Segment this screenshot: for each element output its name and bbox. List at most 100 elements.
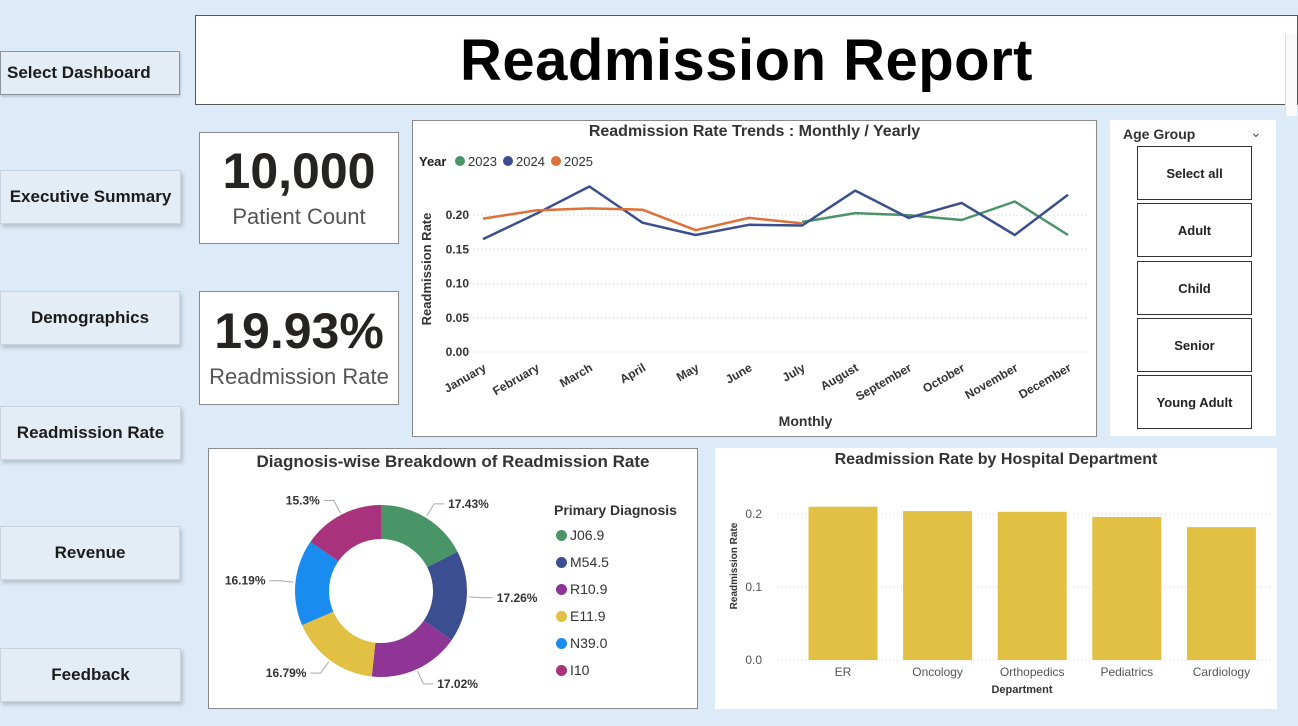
legend-item-M54.5[interactable]: M54.5	[556, 554, 609, 570]
bar-Cardiology	[1186, 527, 1256, 660]
nav-revenue-button[interactable]: Revenue	[0, 526, 180, 580]
y-tick-label: 0.20	[446, 208, 470, 222]
legend-marker	[556, 583, 567, 595]
donut-slice-M54.5	[423, 551, 467, 641]
x-tick-label: Cardiology	[1193, 665, 1250, 679]
legend-label: N39.0	[570, 635, 608, 651]
readmission-rate-card: 19.93% Readmission Rate	[199, 291, 399, 405]
nav-readmission-rate-button[interactable]: Readmission Rate	[0, 406, 181, 460]
legend-item-E11.9[interactable]: E11.9	[556, 608, 606, 624]
x-tick-label: January	[442, 360, 489, 395]
x-tick-label: October	[920, 360, 967, 395]
x-tick-label: May	[674, 360, 701, 384]
legend-marker	[556, 556, 567, 568]
patient-count-value: 10,000	[222, 143, 376, 199]
x-tick-label: November	[962, 360, 1020, 402]
legend-label: J06.9	[570, 527, 605, 543]
leader-line	[416, 670, 434, 685]
y-axis-label: Readmission Rate	[419, 213, 434, 326]
legend-marker	[556, 664, 567, 676]
donut-chart-title: Diagnosis-wise Breakdown of Readmission …	[256, 452, 650, 471]
slicer-option-child[interactable]: Child	[1137, 261, 1252, 315]
bar-Orthopedics	[997, 511, 1067, 660]
y-axis-label: Readmission Rate	[729, 522, 740, 609]
bar-chart: 0.0 0.1 0.2 Readmission Rate ER Oncology Ortho…	[729, 506, 1270, 696]
patient-count-card: 10,000 Patient Count	[199, 132, 399, 244]
legend-item-R10.9[interactable]: R10.9	[556, 581, 607, 597]
donut-value-label: 15.3%	[286, 494, 320, 508]
slicer-option-select-all[interactable]: Select all	[1137, 146, 1252, 200]
nav-executive-summary-button[interactable]: Executive Summary	[0, 170, 181, 224]
x-axis-label: Department	[991, 684, 1052, 696]
x-tick-label: February	[490, 360, 542, 398]
x-tick-label: July	[780, 360, 808, 384]
bar-chart-title: Readmission Rate by Hospital Department	[834, 451, 1158, 468]
chevron-down-icon[interactable]: ⌄	[1250, 124, 1262, 140]
legend-label-2025: 2025	[564, 154, 593, 169]
nav-feedback-button[interactable]: Feedback	[0, 648, 181, 702]
x-tick-label: December	[1016, 360, 1074, 401]
series-line-2023	[801, 200, 1069, 237]
y-tick-label: 0.10	[446, 277, 470, 291]
legend-marker-2025	[551, 156, 561, 166]
slicer-option-senior[interactable]: Senior	[1137, 318, 1252, 372]
bar-ER	[808, 506, 878, 660]
y-tick-label: 0.00	[446, 345, 470, 359]
x-tick-label: June	[723, 360, 755, 386]
legend-marker	[556, 610, 567, 622]
legend-label: M54.5	[570, 554, 609, 570]
donut-value-label: 16.19%	[225, 574, 266, 588]
legend-item-N39.0[interactable]: N39.0	[556, 635, 607, 651]
leader-line	[269, 580, 294, 583]
donut-value-label: 16.79%	[266, 666, 307, 680]
line-legend-title: Year	[419, 154, 446, 169]
diagnosis-donut-panel: Diagnosis-wise Breakdown of Readmission …	[208, 448, 698, 709]
legend-marker	[556, 529, 567, 541]
x-axis-label: Monthly	[779, 413, 833, 429]
readmission-rate-value: 19.93%	[214, 303, 384, 359]
leader-line	[323, 500, 341, 514]
x-tick-label: Orthopedics	[1000, 665, 1065, 679]
legend-item-J06.9[interactable]: J06.9	[556, 527, 604, 543]
series-line-2025	[482, 207, 803, 232]
donut-slice-I10	[310, 505, 381, 562]
y-tick-label: 0.05	[446, 311, 470, 325]
x-tick-label: Oncology	[912, 665, 963, 679]
donut-value-label: 17.26%	[497, 591, 538, 605]
readmission-rate-label: Readmission Rate	[209, 364, 389, 389]
slicer-title: Age Group	[1123, 126, 1196, 142]
donut-slice-R10.9	[371, 620, 452, 677]
line-chart-title: Readmission Rate Trends : Monthly / Year…	[588, 123, 921, 140]
donut-slice-J06.9	[381, 505, 458, 568]
line-chart: Year 2023 2024 2025 0.00 0.05 0.10 0.15 0.20 Read…	[419, 154, 1086, 429]
series-line-2024	[482, 185, 1069, 241]
y-tick-label: 0.1	[745, 580, 762, 594]
x-tick-label: September	[853, 360, 914, 403]
y-tick-label: 0.2	[745, 507, 762, 521]
y-tick-label: 0.0	[745, 653, 762, 667]
x-tick-label: April	[617, 360, 648, 386]
bar-Oncology	[903, 511, 973, 660]
y-tick-label: 0.15	[446, 242, 470, 256]
donut-value-label: 17.43%	[448, 497, 489, 511]
legend-marker-2023	[455, 156, 465, 166]
slicer-option-young-adult[interactable]: Young Adult	[1137, 375, 1252, 429]
nav-demographics-button[interactable]: Demographics	[0, 291, 180, 345]
donut-chart: 17.43% 17.26% 17.02% 16.79% 16.19% 15.3%	[225, 494, 538, 691]
scrollbar[interactable]	[1285, 34, 1297, 116]
legend-item-I10[interactable]: I10	[556, 662, 589, 678]
legend-label: I10	[570, 662, 590, 678]
slicer-option-adult[interactable]: Adult	[1137, 203, 1252, 257]
donut-legend-title: Primary Diagnosis	[554, 502, 677, 518]
age-group-slicer: Age Group ⌄ Select all Adult Child Senio…	[1110, 120, 1276, 436]
select-dashboard-label: Select Dashboard	[0, 51, 180, 95]
patient-count-label: Patient Count	[232, 204, 366, 229]
x-tick-label: ER	[835, 665, 852, 679]
legend-label-2023: 2023	[468, 154, 497, 169]
legend-marker-2024	[503, 156, 513, 166]
x-tick-label: August	[818, 360, 861, 393]
legend-label-2024: 2024	[516, 154, 545, 169]
x-tick-label: March	[557, 360, 595, 390]
legend-label: R10.9	[570, 581, 608, 597]
line-chart-panel: Readmission Rate Trends : Monthly / Year…	[412, 120, 1097, 437]
